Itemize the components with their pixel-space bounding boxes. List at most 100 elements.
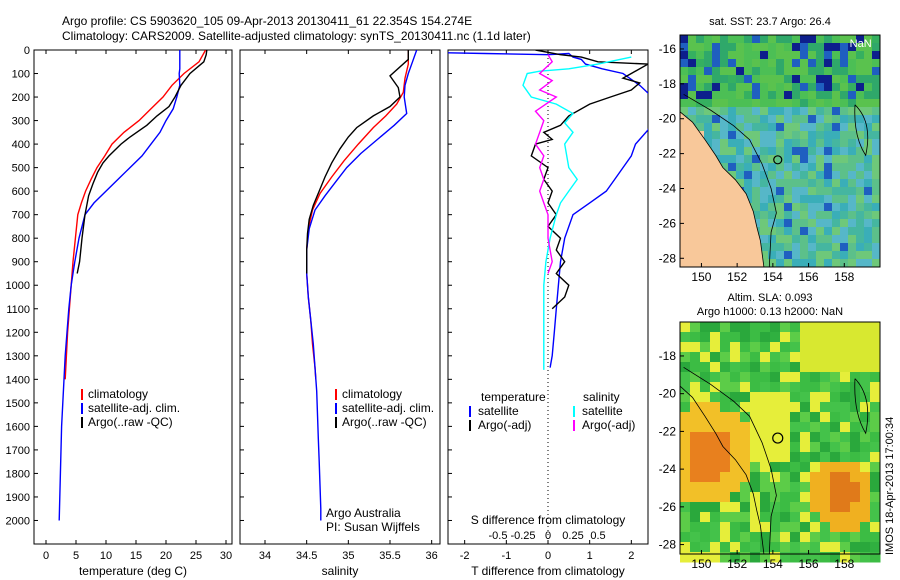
map-cell bbox=[850, 352, 861, 363]
map-cell bbox=[808, 187, 817, 196]
map-cell bbox=[840, 392, 851, 403]
map-cell bbox=[730, 422, 741, 433]
map-cell bbox=[850, 432, 861, 443]
map-cell bbox=[760, 472, 771, 483]
map-cell bbox=[712, 123, 721, 132]
legend-label: satellite bbox=[478, 404, 519, 418]
map-cell bbox=[790, 462, 801, 473]
map-cell bbox=[730, 442, 741, 453]
map-cell bbox=[830, 372, 841, 383]
map-cell bbox=[840, 155, 849, 164]
map-cell bbox=[720, 83, 729, 92]
map-cell bbox=[728, 139, 737, 148]
map-cell bbox=[730, 492, 741, 503]
map-cell bbox=[832, 51, 841, 60]
map-cell bbox=[704, 139, 713, 148]
map-cell bbox=[736, 43, 745, 52]
depth-tick-label: 1400 bbox=[6, 374, 30, 386]
map-cell bbox=[740, 372, 751, 383]
map-cell bbox=[704, 99, 713, 108]
map-cell bbox=[856, 203, 865, 212]
map-cell bbox=[770, 462, 781, 473]
map-cell bbox=[870, 492, 881, 503]
map-cell bbox=[720, 59, 729, 68]
map-cell bbox=[744, 171, 753, 180]
map-cell bbox=[680, 322, 691, 333]
map-cell bbox=[736, 123, 745, 132]
map-cell bbox=[736, 139, 745, 148]
map-cell bbox=[850, 522, 861, 533]
map-cell bbox=[712, 59, 721, 68]
map-cell bbox=[680, 332, 691, 343]
map-cell bbox=[760, 462, 771, 473]
map-cell bbox=[860, 512, 871, 523]
map-x-tick-label: 156 bbox=[799, 270, 819, 284]
map-cell bbox=[740, 552, 751, 563]
map-cell bbox=[800, 75, 809, 84]
map-cell bbox=[792, 67, 801, 76]
map-cell bbox=[750, 432, 761, 443]
map-cell bbox=[840, 522, 851, 533]
map-cell bbox=[700, 332, 711, 343]
map-cell bbox=[816, 43, 825, 52]
map-cell bbox=[768, 43, 777, 52]
depth-tick-label: 1700 bbox=[6, 445, 30, 457]
map-cell bbox=[712, 67, 721, 76]
map-x-tick-label: 156 bbox=[799, 557, 819, 571]
map-cell bbox=[840, 123, 849, 132]
map-cell bbox=[784, 187, 793, 196]
map-cell bbox=[776, 67, 785, 76]
map-cell bbox=[776, 147, 785, 156]
map-cell bbox=[728, 51, 737, 60]
legend-label: satellite-adj. clim. bbox=[88, 401, 180, 415]
map-cell bbox=[872, 51, 881, 60]
map-cell bbox=[864, 163, 873, 172]
map-cell bbox=[792, 171, 801, 180]
map-cell bbox=[710, 362, 721, 373]
map-cell bbox=[700, 392, 711, 403]
map-cell bbox=[850, 372, 861, 383]
series-line bbox=[306, 50, 418, 521]
map-cell bbox=[832, 139, 841, 148]
map-cell bbox=[808, 83, 817, 92]
map-cell bbox=[696, 51, 705, 60]
map-cell bbox=[728, 59, 737, 68]
map-cell bbox=[824, 259, 833, 268]
map-cell bbox=[728, 115, 737, 124]
depth-tick-label: 2000 bbox=[6, 515, 30, 527]
map-cell bbox=[832, 43, 841, 52]
map-cell bbox=[728, 99, 737, 108]
map-cell bbox=[696, 59, 705, 68]
map-cell bbox=[800, 462, 811, 473]
map-cell bbox=[808, 171, 817, 180]
x-tick-label: 10 bbox=[100, 550, 112, 562]
map-cell bbox=[840, 372, 851, 383]
map-cell bbox=[830, 432, 841, 443]
map-cell bbox=[840, 432, 851, 443]
map-cell bbox=[760, 51, 769, 60]
map-cell bbox=[824, 83, 833, 92]
map-cell bbox=[824, 179, 833, 188]
map-cell bbox=[760, 542, 771, 553]
map-cell bbox=[832, 203, 841, 212]
map-cell bbox=[792, 251, 801, 260]
map-cell bbox=[820, 422, 831, 433]
map-cell bbox=[856, 259, 865, 268]
map-cell bbox=[784, 123, 793, 132]
map-cell bbox=[750, 362, 761, 373]
map-cell bbox=[864, 107, 873, 116]
map-cell bbox=[800, 342, 811, 353]
map-cell bbox=[780, 452, 791, 463]
map-cell bbox=[840, 99, 849, 108]
map-cell bbox=[740, 472, 751, 483]
map-cell bbox=[688, 51, 697, 60]
map-cell bbox=[776, 35, 785, 44]
map-cell bbox=[870, 462, 881, 473]
map-cell bbox=[776, 227, 785, 236]
map-cell bbox=[810, 522, 821, 533]
map-cell bbox=[780, 532, 791, 543]
map-cell bbox=[680, 372, 691, 383]
map-cell bbox=[750, 462, 761, 473]
map-cell bbox=[752, 131, 761, 140]
map-cell bbox=[872, 91, 881, 100]
